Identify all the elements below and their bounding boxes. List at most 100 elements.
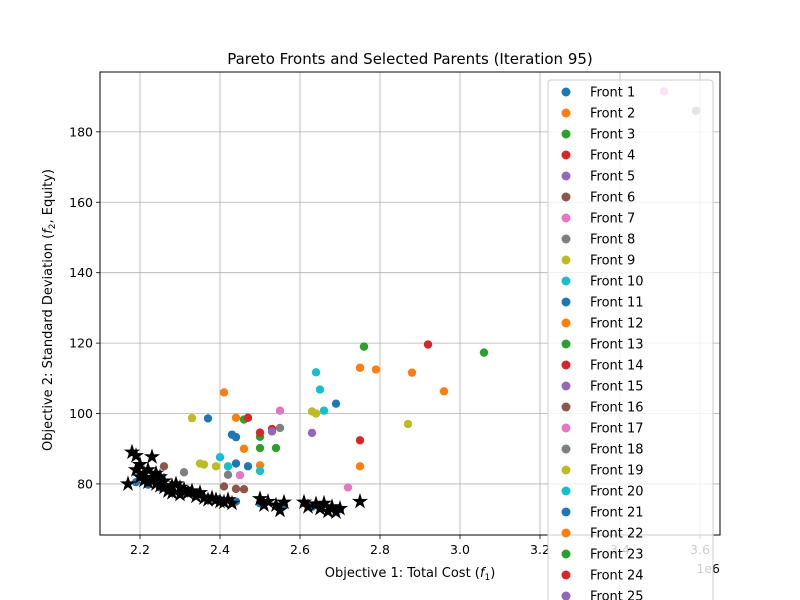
selected-parent-star xyxy=(147,464,165,481)
legend-marker xyxy=(561,255,571,265)
y-tick-label: 180 xyxy=(69,124,93,139)
legend-label: Front 9 xyxy=(590,254,635,269)
data-point xyxy=(219,388,229,397)
data-point xyxy=(343,483,353,492)
legend-marker xyxy=(561,444,571,454)
legend-label: Front 11 xyxy=(590,296,644,311)
legend-label: Front 15 xyxy=(590,380,644,395)
data-point xyxy=(355,363,365,372)
selected-parent-star xyxy=(187,487,205,504)
selected-parent-star xyxy=(123,443,141,460)
selected-parent-star xyxy=(143,448,161,464)
legend-marker xyxy=(561,381,571,391)
legend-label: Front 10 xyxy=(590,275,644,290)
data-point xyxy=(271,443,281,453)
data-point xyxy=(219,482,229,491)
data-point xyxy=(331,399,341,408)
selected-parent-star xyxy=(275,493,293,510)
data-point xyxy=(223,470,233,479)
selected-parent-star xyxy=(155,478,173,495)
x-tick-label: 2.2 xyxy=(130,542,150,557)
data-point xyxy=(239,485,249,494)
legend-marker xyxy=(561,108,571,118)
data-point xyxy=(243,413,253,422)
selected-parent-star xyxy=(131,468,149,484)
selected-parent-star xyxy=(299,498,317,514)
selected-parent-star xyxy=(163,484,181,500)
y-tick-label: 100 xyxy=(69,406,93,421)
selected-parent-star xyxy=(127,447,145,463)
legend-label: Front 22 xyxy=(590,527,644,542)
selected-parent-star xyxy=(135,464,153,481)
selected-parent-star xyxy=(251,490,269,506)
data-point xyxy=(203,414,213,423)
selected-parent-star xyxy=(119,475,137,491)
data-point xyxy=(267,427,277,436)
selected-parent-star xyxy=(219,491,237,507)
legend-label: Front 4 xyxy=(590,149,635,164)
data-point xyxy=(231,432,241,442)
legend-label: Front 13 xyxy=(590,338,644,353)
selected-parent-star xyxy=(215,493,233,510)
data-point xyxy=(255,466,265,476)
legend-label: Front 6 xyxy=(590,191,635,206)
selected-parent-star xyxy=(315,494,333,511)
chart-title: Pareto Fronts and Selected Parents (Iter… xyxy=(227,50,593,68)
legend-label: Front 21 xyxy=(590,506,644,521)
data-point xyxy=(423,340,433,349)
legend-marker xyxy=(561,150,571,160)
legend-marker xyxy=(561,423,571,433)
x-tick-label: 3.0 xyxy=(450,542,470,557)
legend-label: Front 20 xyxy=(590,485,644,500)
legend-marker xyxy=(561,234,571,244)
legend-label: Front 14 xyxy=(590,359,644,374)
legend-label: Front 1 xyxy=(590,86,635,101)
selected-parent-star xyxy=(131,456,149,472)
legend-label: Front 16 xyxy=(590,401,644,416)
selected-parent-star xyxy=(151,468,169,484)
data-point xyxy=(275,423,285,433)
data-point xyxy=(187,413,197,423)
data-point xyxy=(355,462,365,471)
selected-parent-star xyxy=(307,495,325,511)
data-point xyxy=(359,342,369,351)
legend-marker xyxy=(561,570,571,580)
legend-marker xyxy=(561,129,571,139)
data-point xyxy=(231,484,241,494)
selected-parent-star xyxy=(319,502,337,519)
data-point xyxy=(275,406,285,415)
data-point xyxy=(439,387,449,396)
selected-parent-star xyxy=(255,496,273,512)
y-axis-label: Objective 2: Standard Deviation (f2, Equ… xyxy=(41,169,58,451)
selected-parent-star xyxy=(267,496,285,512)
selected-parent-star xyxy=(331,500,349,516)
x-axis-label: Objective 1: Total Cost (f1) xyxy=(325,566,496,583)
selected-parent-star xyxy=(223,494,241,511)
legend-marker xyxy=(561,339,571,349)
selected-parent-star xyxy=(183,482,201,498)
legend-label: Front 5 xyxy=(590,170,635,185)
data-point xyxy=(243,462,253,471)
y-tick-label: 120 xyxy=(69,336,93,351)
legend-marker xyxy=(561,87,571,97)
selected-parent-star xyxy=(259,493,277,509)
legend-marker xyxy=(561,297,571,307)
data-point xyxy=(311,368,321,377)
data-point xyxy=(211,462,221,471)
legend-marker xyxy=(561,402,571,412)
data-point xyxy=(407,368,417,377)
legend-label: Front 7 xyxy=(590,212,635,227)
selected-parent-star xyxy=(351,493,369,509)
data-point xyxy=(371,365,381,374)
legend-marker xyxy=(561,360,571,370)
data-point xyxy=(307,428,317,438)
data-point xyxy=(255,443,265,453)
legend-marker xyxy=(561,465,571,475)
data-point xyxy=(231,459,241,468)
x-tick-label: 2.8 xyxy=(370,542,390,557)
data-point xyxy=(199,460,209,469)
selected-parent-star xyxy=(199,491,217,507)
x-tick-label: 2.6 xyxy=(290,542,310,557)
data-point xyxy=(479,348,489,357)
